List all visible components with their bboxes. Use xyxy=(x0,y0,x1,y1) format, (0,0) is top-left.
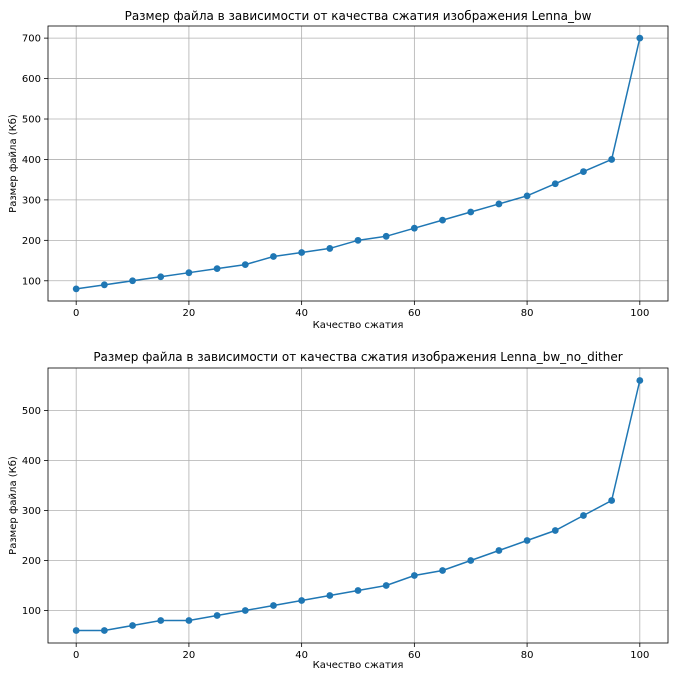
data-point xyxy=(72,627,80,634)
chart-1: 0 20 40 60 80 100 100 200 300 400 500 600 700 Размер … xyxy=(8,9,669,331)
data-point xyxy=(467,208,475,216)
data-point xyxy=(410,572,418,579)
data-point xyxy=(580,168,587,175)
data-point xyxy=(636,377,644,384)
y-tick-label: 700 xyxy=(22,34,41,45)
data-point xyxy=(100,281,108,289)
y-tick-label: 300 xyxy=(22,506,41,517)
data-point xyxy=(608,497,616,504)
data-point xyxy=(580,512,587,519)
x-tick-label: 60 xyxy=(408,650,421,661)
y-tick-label: 600 xyxy=(22,74,41,85)
data-point xyxy=(270,253,277,260)
x-tick-label: 40 xyxy=(295,650,308,661)
y-tick-label: 400 xyxy=(22,456,41,467)
data-point xyxy=(354,587,362,594)
x-tick-label: 20 xyxy=(183,308,196,319)
data-point xyxy=(551,180,559,188)
y-tick-label: 100 xyxy=(22,276,41,287)
data-point xyxy=(523,537,531,544)
data-point xyxy=(636,34,644,42)
data-point xyxy=(326,592,334,599)
data-point xyxy=(410,224,418,232)
x-tick-label: 0 xyxy=(73,308,79,319)
y-tick-label: 300 xyxy=(22,195,41,206)
data-point xyxy=(495,547,503,554)
data-point xyxy=(382,232,390,240)
data-point xyxy=(72,285,80,293)
x-tick-label: 100 xyxy=(630,308,649,319)
x-tick-label: 40 xyxy=(295,308,308,319)
data-point xyxy=(185,617,193,624)
data-point xyxy=(298,249,306,256)
data-point xyxy=(523,192,531,200)
data-point xyxy=(213,265,221,273)
x-tick-label: 0 xyxy=(73,650,79,661)
data-point xyxy=(185,269,193,277)
chart-title: Размер файла в зависимости от качества с… xyxy=(93,350,622,364)
data-point xyxy=(241,261,249,269)
data-point xyxy=(129,622,136,629)
axes-frame xyxy=(47,367,669,644)
data-point xyxy=(551,527,559,534)
x-tick-label: 20 xyxy=(183,650,196,661)
chart-title: Размер файла в зависимости от качества с… xyxy=(125,9,592,23)
data-point xyxy=(241,607,249,614)
series-line xyxy=(76,37,641,290)
data-point xyxy=(157,273,165,281)
y-tick-label: 400 xyxy=(22,155,41,166)
y-axis-label: Размер файла (Кб) xyxy=(8,114,19,213)
data-point xyxy=(608,156,616,163)
chart-2: 0 20 40 60 80 100 100 200 300 400 500 Размер файла … xyxy=(8,350,669,671)
data-point xyxy=(100,627,108,634)
data-point xyxy=(495,200,503,208)
data-point xyxy=(270,602,277,609)
y-tick-label: 500 xyxy=(22,115,41,126)
y-axis-label: Размер файла (Кб) xyxy=(8,456,19,555)
data-point xyxy=(326,245,334,252)
data-point xyxy=(213,612,221,619)
y-tick-label: 100 xyxy=(22,606,41,617)
data-point xyxy=(439,216,446,224)
data-point xyxy=(298,597,306,604)
data-point xyxy=(467,557,475,564)
axes-frame xyxy=(47,25,669,302)
x-tick-label: 100 xyxy=(630,650,649,661)
y-tick-label: 200 xyxy=(22,556,41,567)
x-tick-label: 60 xyxy=(408,308,421,319)
x-tick-label: 80 xyxy=(521,650,534,661)
x-axis-label: Качество сжатия xyxy=(313,660,404,671)
data-point xyxy=(382,582,390,589)
y-tick-label: 200 xyxy=(22,236,41,247)
y-tick-label: 500 xyxy=(22,406,41,417)
x-axis-label: Качество сжатия xyxy=(313,320,404,331)
data-point xyxy=(354,236,362,244)
data-point xyxy=(157,617,165,624)
data-point xyxy=(129,277,136,285)
x-tick-label: 80 xyxy=(521,308,534,319)
data-point xyxy=(439,567,446,574)
